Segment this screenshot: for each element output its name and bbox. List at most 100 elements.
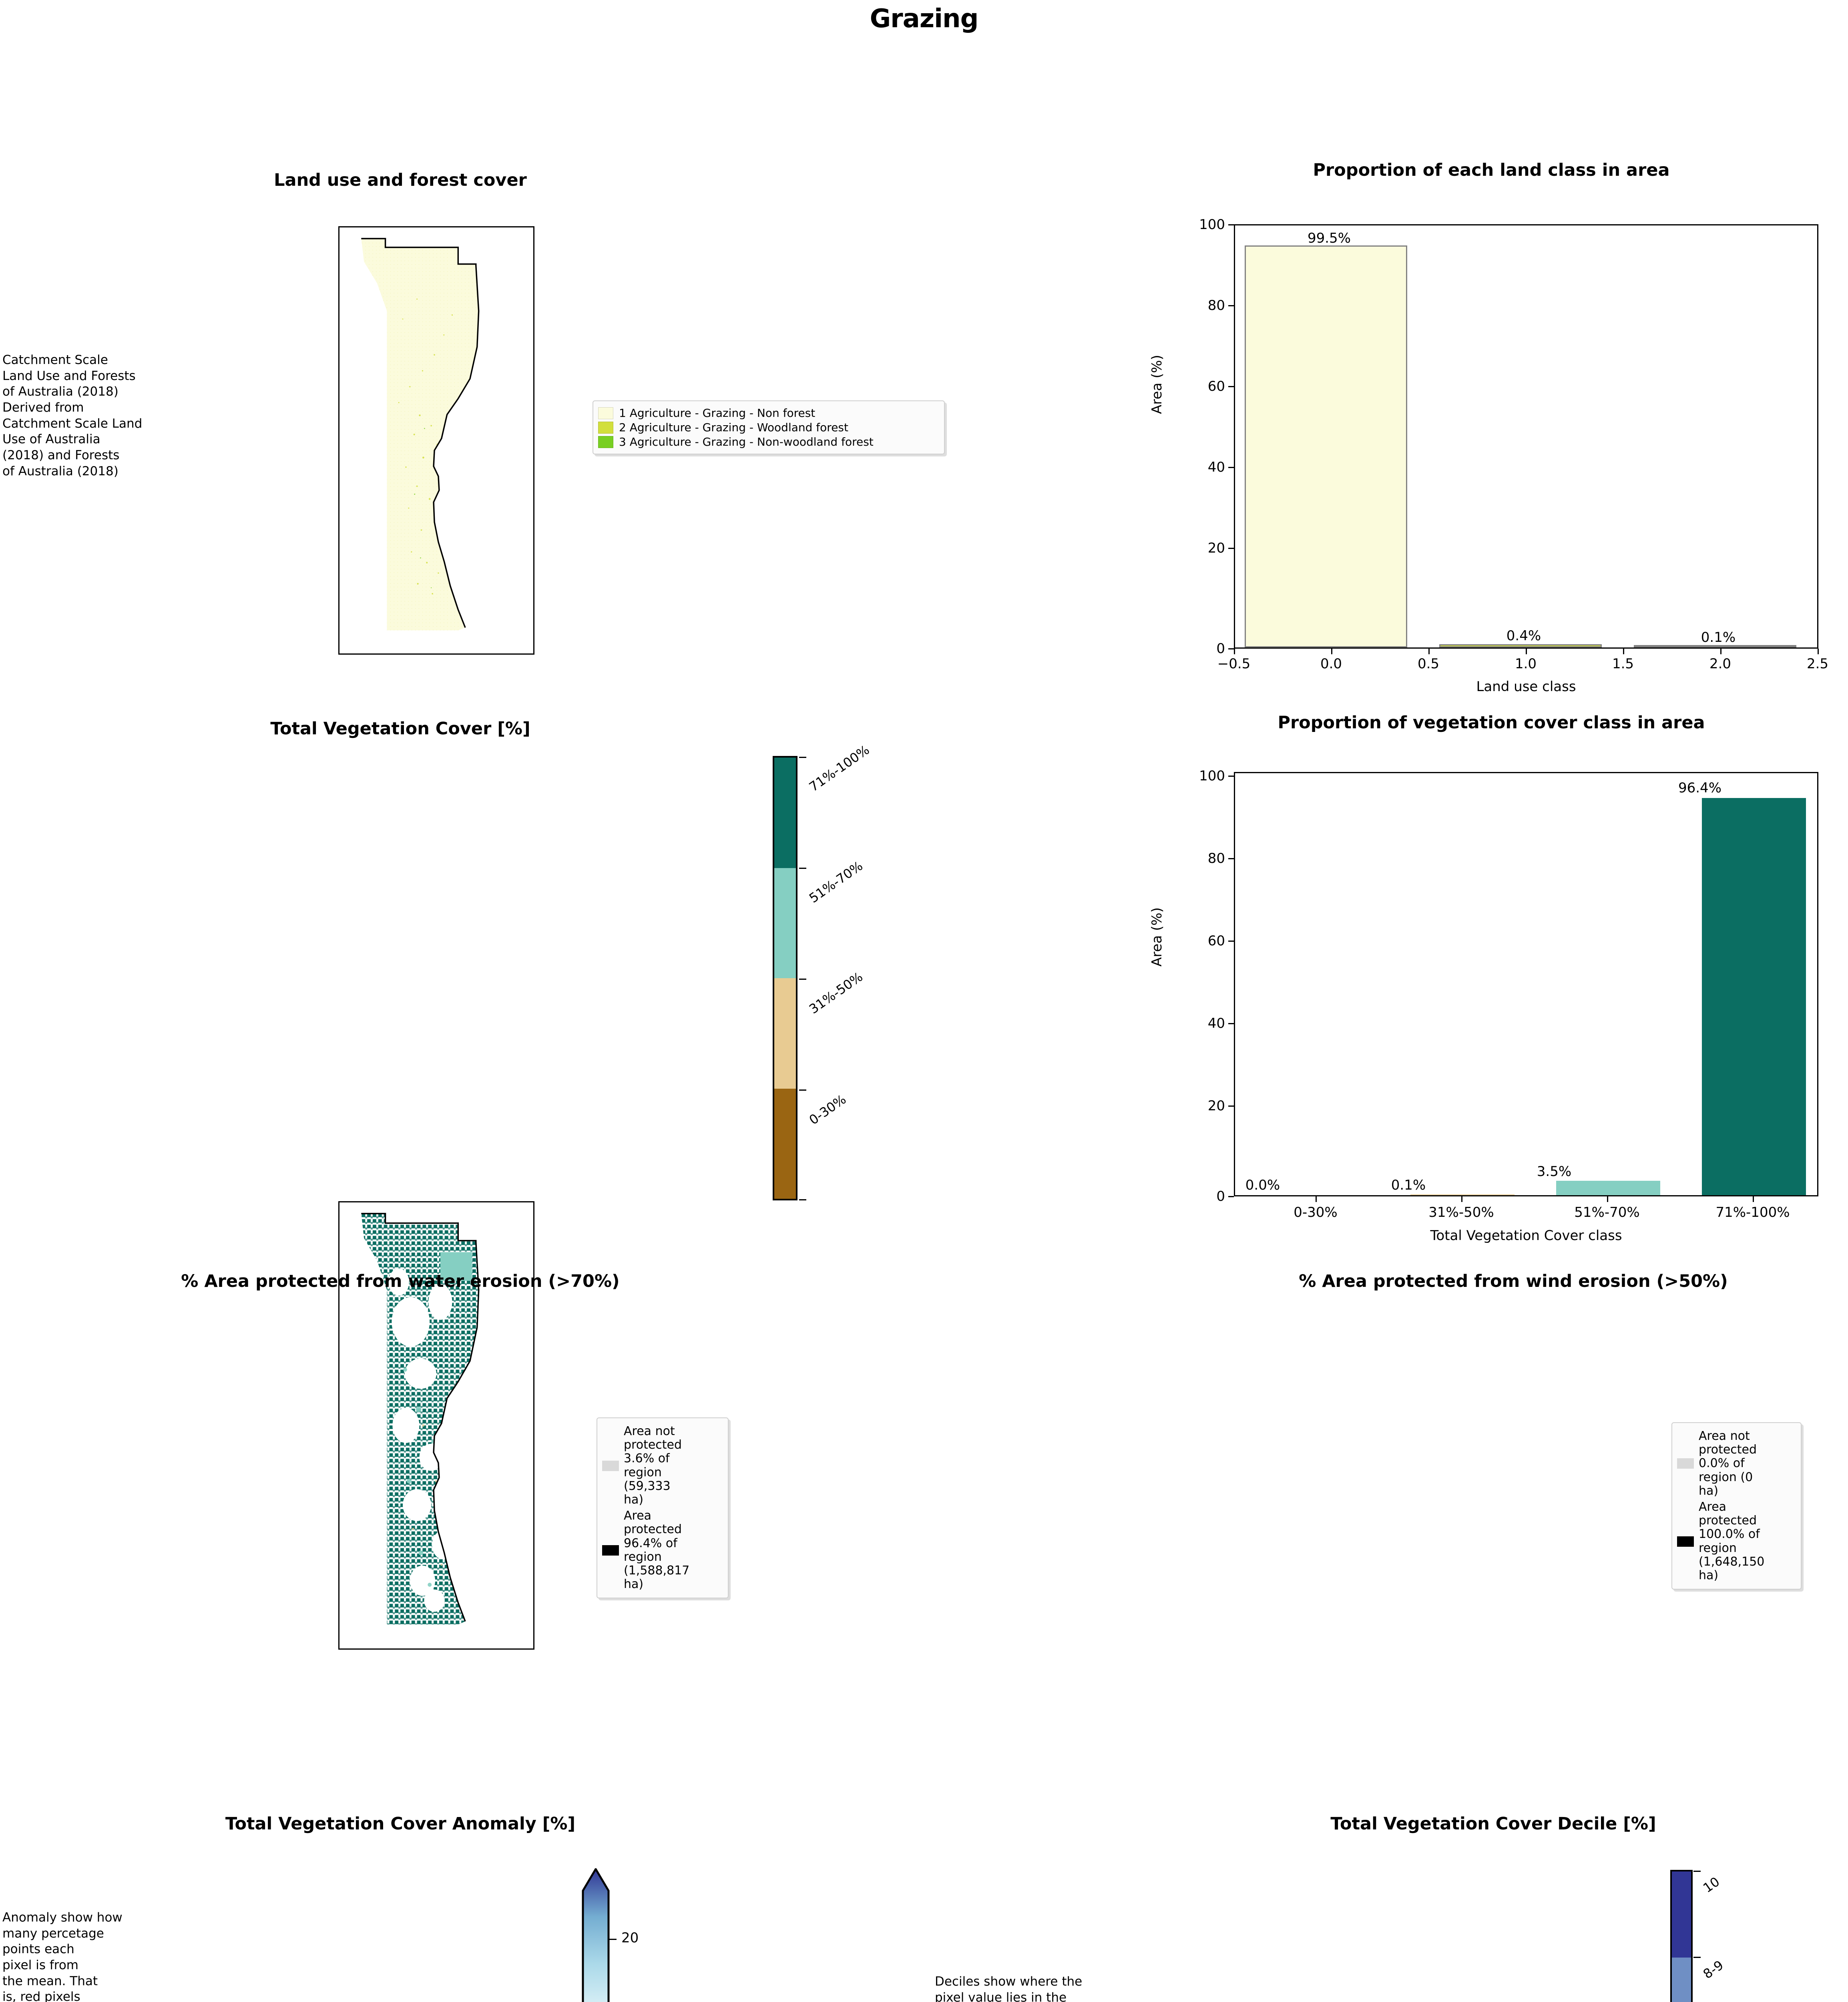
- land-class-xlabel: Land use class: [1476, 679, 1576, 695]
- legend-label: Area not protected 0.0% of region (0 ha): [1699, 1429, 1757, 1498]
- xtick-label: 31%-50%: [1428, 1204, 1494, 1220]
- land-use-side-note: Catchment Scale Land Use and Forests of …: [2, 353, 143, 478]
- ytick-label: 80: [1207, 850, 1225, 866]
- xtick-label: 2.5: [1806, 656, 1829, 672]
- water-erosion-legend: Area not protected 3.6% of region (59,33…: [597, 1417, 729, 1599]
- legend-swatch-woodland-forest: [598, 421, 613, 434]
- water-erosion-panel-title: % Area protected from water erosion (>70…: [181, 1271, 620, 1291]
- decile-cbar-label-8-9: 8-9: [1700, 1957, 1726, 1982]
- xtick-mark: [1234, 649, 1235, 654]
- land-use-map[interactable]: [338, 226, 534, 655]
- cbar-label-71-100: 71%-100%: [806, 742, 872, 795]
- legend-label: 2 Agriculture - Grazing - Woodland fores…: [619, 421, 848, 434]
- cbar-seg-0-30: [774, 1088, 796, 1199]
- decile-panel-title: Total Vegetation Cover Decile [%]: [1330, 1814, 1656, 1834]
- bar-value-label-3: 96.4%: [1678, 780, 1721, 796]
- cbar-seg-51-70: [774, 868, 796, 978]
- legend-item: Area protected 96.4% of region (1,588,81…: [602, 1509, 723, 1591]
- bar-veg-class-1: [1410, 1194, 1515, 1195]
- ytick-mark: [1228, 1196, 1234, 1197]
- decile-cbar-tick: [1693, 1871, 1701, 1872]
- cbar-seg-31-50: [774, 978, 796, 1089]
- xtick-mark: [1818, 649, 1819, 654]
- bar-veg-class-3: [1702, 798, 1806, 1195]
- ytick-label: 20: [1207, 1098, 1225, 1114]
- legend-label: Area protected 100.0% of region (1,648,1…: [1699, 1499, 1765, 1582]
- ytick-label: 40: [1207, 1015, 1225, 1031]
- anomaly-side-note: Anomaly show how many percetage points e…: [2, 1910, 123, 2002]
- legend-swatch-not-protected: [602, 1460, 619, 1471]
- ytick-mark: [1228, 941, 1234, 942]
- ytick-label: 100: [1199, 217, 1225, 233]
- ytick-label: 40: [1207, 459, 1225, 475]
- ytick-mark: [1228, 305, 1234, 306]
- bar-value-label-2: 3.5%: [1537, 1164, 1572, 1180]
- xtick-label: 1.0: [1515, 656, 1537, 672]
- veg-cover-map[interactable]: [338, 1201, 534, 1650]
- legend-label: Area not protected 3.6% of region (59,33…: [624, 1424, 682, 1507]
- xtick-mark: [1461, 1196, 1462, 1202]
- legend-item: Area not protected 3.6% of region (59,33…: [602, 1424, 723, 1507]
- bar-value-label-0: 99.5%: [1307, 230, 1351, 246]
- xtick-mark: [1428, 649, 1430, 654]
- legend-swatch-protected: [602, 1545, 619, 1556]
- ytick-label: 0: [1216, 1188, 1225, 1204]
- decile-colorbar: [1670, 1870, 1693, 2002]
- legend-item: 2 Agriculture - Grazing - Woodland fores…: [598, 421, 939, 434]
- ytick-label: 60: [1207, 378, 1225, 394]
- wind-erosion-legend: Area not protected 0.0% of region (0 ha)…: [1671, 1422, 1802, 1590]
- legend-swatch-not-protected: [1677, 1458, 1694, 1469]
- ytick-mark: [1228, 224, 1234, 225]
- xtick-mark: [1607, 1196, 1608, 1202]
- veg-cover-map-svg: [361, 1213, 480, 1625]
- legend-swatch-protected: [1677, 1536, 1694, 1547]
- ytick-mark: [1228, 467, 1234, 468]
- cbar-tick: [799, 868, 806, 869]
- bar-value-label-1: 0.4%: [1506, 628, 1541, 644]
- bar-value-label-2: 0.1%: [1701, 629, 1736, 645]
- land-class-ylabel: Area (%): [1149, 355, 1165, 414]
- decile-side-note: Deciles show where the pixel value lies …: [935, 1974, 1083, 2002]
- ytick-mark: [1228, 648, 1234, 649]
- cbar-label-31-50: 31%-50%: [806, 969, 866, 1017]
- xtick-label: 71%-100%: [1715, 1204, 1790, 1220]
- legend-label: Area protected 96.4% of region (1,588,81…: [624, 1509, 690, 1592]
- ytick-label: 60: [1207, 933, 1225, 949]
- cbar-tick: [799, 979, 806, 980]
- ytick-mark: [1228, 776, 1234, 777]
- bar-value-label-0: 0.0%: [1245, 1177, 1280, 1193]
- land-use-map-svg: [361, 238, 480, 631]
- xtick-label: 2.0: [1709, 656, 1731, 672]
- legend-swatch-non-woodland-forest: [598, 436, 613, 448]
- ytick-mark: [1228, 1023, 1234, 1024]
- cbar-tick: [799, 1199, 806, 1200]
- ytick-mark: [1228, 548, 1234, 549]
- decile-cbar-label-10: 10: [1700, 1874, 1723, 1896]
- bar-land-class-1: [1439, 644, 1602, 647]
- xtick-mark: [1526, 649, 1527, 654]
- legend-swatch-non-forest: [598, 407, 613, 419]
- wind-erosion-panel-title: % Area protected from wind erosion (>50%…: [1299, 1271, 1728, 1291]
- xtick-mark: [1720, 649, 1721, 654]
- anomaly-cbar-tick: [609, 1939, 617, 1940]
- ytick-mark: [1228, 386, 1234, 387]
- cbar-label-0-30: 0-30%: [806, 1091, 849, 1128]
- xtick-label: 0.0: [1320, 656, 1342, 672]
- xtick-label: 1.5: [1612, 656, 1634, 672]
- bar-land-class-0: [1245, 245, 1407, 647]
- page-title: Grazing: [870, 4, 979, 34]
- veg-class-chart: Proportion of vegetation cover class in …: [1141, 713, 1842, 1249]
- anomaly-cbar-label-20: 20: [621, 1930, 639, 1946]
- bar-land-class-2: [1634, 645, 1796, 647]
- anomaly-colorbar-svg: [582, 1867, 610, 2002]
- veg-class-xlabel: Total Vegetation Cover class: [1430, 1228, 1622, 1244]
- ytick-mark: [1228, 1106, 1234, 1107]
- xtick-label: 0.5: [1417, 656, 1440, 672]
- bar-value-label-1: 0.1%: [1391, 1177, 1426, 1193]
- veg-class-ylabel: Area (%): [1149, 907, 1165, 967]
- veg-class-plot-area: [1234, 772, 1818, 1196]
- xtick-label: −0.5: [1217, 656, 1251, 672]
- veg-cover-colorbar: [773, 756, 797, 1200]
- ytick-mark: [1228, 858, 1234, 859]
- anomaly-panel-title: Total Vegetation Cover Anomaly [%]: [225, 1814, 576, 1834]
